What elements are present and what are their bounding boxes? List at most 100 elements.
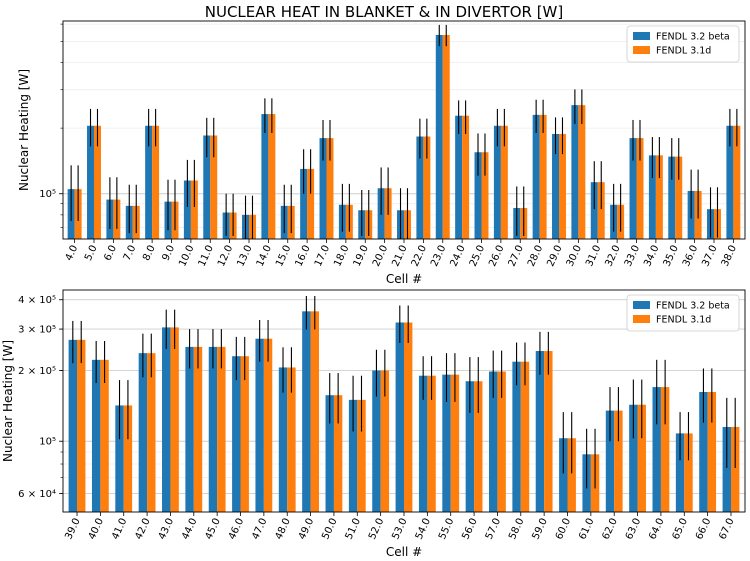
x-tick-label: 12.0 [216,244,235,269]
x-tick-label: 33.0 [623,244,642,269]
x-tick-label: 51.0 [344,517,363,542]
y-axis-label: Nuclear Heating [W] [17,69,31,191]
bar-fendl32beta [395,322,404,512]
bar-fendl31d [217,346,226,512]
bar-fendl32beta [208,346,218,512]
bar-fendl32beta [232,356,241,512]
legend-swatch [633,301,650,309]
bar-fendl32beta [145,125,153,239]
y-tick-label: 4 × 10⁵ [18,295,56,306]
bar-fendl31d [637,404,646,512]
figure-title: NUCLEAR HEAT IN BLANKET & IN DIVERTOR [W… [205,3,564,21]
bar-fendl32beta [629,404,638,512]
x-tick-label: 63.0 [624,517,643,542]
bar-fendl31d [287,367,296,512]
bar-fendl32beta [255,338,264,512]
top-chart: 10⁵ 4.0 5.0 6.0 7.0 8.0 9.0 10.0 11.0 12.0 13.0 14.… [17,20,746,286]
x-tick-label: 24.0 [448,244,467,269]
bar-fendl32beta [261,114,269,239]
x-tick-label: 66.0 [694,517,713,542]
bar-fendl32beta [590,182,598,239]
x-tick-label: 10.0 [177,244,196,269]
bar-fendl32beta [138,353,148,512]
bar-fendl32beta [629,138,637,239]
bar-fendl31d [539,114,547,239]
x-tick-label: 28.0 [526,244,545,269]
y-axis-label: Nuclear Heating [W] [1,340,15,462]
x-tick-label: 59.0 [530,517,549,542]
x-tick-label: 26.0 [487,244,506,269]
bar-fendl32beta [325,395,334,512]
bar-fendl32beta [91,359,101,512]
bar-fendl31d [380,370,390,512]
x-tick-label: 55.0 [437,517,456,542]
bar-fendl32beta [162,327,171,512]
bar-fendl32beta [455,115,463,239]
x-tick-label: 29.0 [545,244,564,269]
bar-fendl32beta [115,405,124,512]
bar-fendl31d [733,125,741,239]
bar-fendl31d [268,114,276,239]
legend-label: FENDL 3.1d [656,315,711,326]
x-tick-label: 50.0 [320,517,339,542]
x-tick-label: 27.0 [507,244,526,269]
x-tick-label: 35.0 [662,244,681,269]
bar-fendl32beta [512,361,521,512]
bar-fendl31d [655,155,663,239]
bar-fendl32beta [493,125,501,239]
x-tick-label: 21.0 [390,244,409,269]
x-tick-label: 25.0 [468,244,487,269]
bar-fendl32beta [652,387,661,512]
bar-fendl31d [636,138,644,239]
bar-fendl31d [500,125,508,239]
x-axis-label: Cell # [386,272,422,286]
x-tick-label: 13.0 [235,244,254,269]
x-tick-label: 43.0 [157,517,176,542]
bar-fendl32beta [675,433,685,512]
bar-fendl32beta [319,138,327,239]
bar-fendl31d [675,156,683,239]
x-tick-label: 62.0 [601,517,620,542]
bar-fendl32beta [559,438,568,512]
bar-fendl32beta [416,136,424,239]
bar-fendl32beta [465,381,475,512]
legend-swatch [633,32,650,40]
bar-fendl31d [263,338,273,512]
x-tick-label: 32.0 [603,244,622,269]
bar-fendl32beta [699,391,708,512]
bar-fendl31d [730,426,740,512]
y-tick-label: 6 × 10⁴ [18,489,56,500]
bar-fendl31d [170,327,179,512]
bar-fendl32beta [552,133,559,239]
x-tick-label: 67.0 [717,517,736,542]
bar-fendl31d [707,391,717,512]
bar-fendl31d [614,410,623,512]
bar-fendl32beta [668,156,676,239]
y-tick-label: 10⁵ [39,189,56,200]
legend-swatch [633,315,650,323]
x-tick-label: 42.0 [133,517,152,542]
bar-fendl32beta [372,370,381,512]
x-tick-label: 65.0 [671,517,690,542]
bar-fendl32beta [300,168,308,239]
bar-fendl31d [481,152,489,239]
bar-fendl32beta [183,180,191,239]
x-tick-label: 17.0 [313,244,332,269]
x-tick-label: 7.0 [122,244,139,263]
x-tick-label: 64.0 [647,517,666,542]
bar-fendl32beta [605,410,615,512]
bar-fendl31d [462,115,470,239]
x-tick-label: 18.0 [332,244,351,269]
bar-fendl31d [567,438,576,512]
bar-fendl31d [578,105,586,239]
bar-fendl32beta [435,34,443,239]
bar-fendl31d [684,433,693,512]
bar-fendl32beta [302,311,311,512]
bar-fendl31d [404,322,413,512]
bar-fendl31d [210,135,218,239]
x-tick-label: 54.0 [414,517,433,542]
bar-fendl32beta [571,105,579,239]
bar-fendl31d [123,405,133,512]
bar-fendl31d [520,361,530,512]
